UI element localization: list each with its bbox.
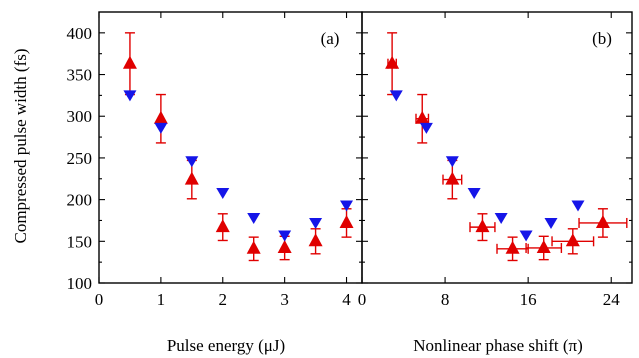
panel-b-measured-point xyxy=(475,219,490,233)
panel-a-simulated-point xyxy=(340,200,354,212)
panel-a-simulated-point xyxy=(278,230,292,242)
panel-b-measured-point xyxy=(445,171,460,185)
panel-a-simulated-point xyxy=(216,187,230,199)
panel-a-y-tick-label: 350 xyxy=(67,66,93,85)
panel-a-y-tick-label: 150 xyxy=(67,232,93,251)
panel-b-measured-point xyxy=(505,240,520,254)
panel-a-x-tick-label: 4 xyxy=(342,290,351,309)
panel-b-measured-point xyxy=(385,55,400,69)
panel-a-simulated-point xyxy=(309,217,323,229)
panel-a-simulated-point xyxy=(123,90,137,102)
panel-b-measured-point xyxy=(415,110,430,124)
panel-b-simulated-point xyxy=(494,212,508,224)
panel-b-x-tick-label: 16 xyxy=(520,290,537,309)
marks-layer xyxy=(122,32,628,262)
panel-b-simulated-point xyxy=(519,230,533,242)
panel-b-x-tick-label: 8 xyxy=(441,290,450,309)
panel-a-y-tick-label: 200 xyxy=(67,191,93,210)
panel-a-y-tick-label: 250 xyxy=(67,149,93,168)
panel-a-frame xyxy=(98,11,363,284)
ticks-layer: 0 1 2 3 4 100 150 200 250 300 350 400 0 8 16 24 xyxy=(67,12,632,309)
panel-a-measured-point xyxy=(308,233,323,247)
panel-a-measured-point xyxy=(246,240,261,254)
panel-a-x-tick-label: 2 xyxy=(219,290,228,309)
panel-b-x-tick-label: 24 xyxy=(603,290,621,309)
panel-a-y-tick-label: 400 xyxy=(67,24,93,43)
panel-b-simulated-point xyxy=(419,122,433,134)
panel-a-measured-point xyxy=(339,214,354,228)
panel-a-y-tick-label: 300 xyxy=(67,107,93,126)
panel-b-label: (b) xyxy=(592,29,612,48)
panel-a-simulated-point xyxy=(247,212,261,224)
panel-a-measured-point xyxy=(153,110,168,124)
panel-a-measured-point xyxy=(277,239,292,253)
panel-b-x-axis-label: Nonlinear phase shift (π) xyxy=(413,336,583,355)
panel-a-y-tick-label: 100 xyxy=(67,274,93,293)
panel-a-measured-point xyxy=(215,219,230,233)
panel-a-simulated-point xyxy=(154,122,168,134)
panel-a-label: (a) xyxy=(321,29,340,48)
panel-b-measured-point xyxy=(565,233,580,247)
panel-b-measured-point xyxy=(595,214,610,228)
panel-a-x-tick-label: 0 xyxy=(95,290,104,309)
panel-a-x-tick-label: 3 xyxy=(280,290,289,309)
panel-b-frame xyxy=(361,11,633,284)
panel-b-simulated-point xyxy=(544,217,558,229)
panel-a-simulated-point xyxy=(185,156,199,168)
panel-b-simulated-point xyxy=(445,156,459,168)
panel-b-x-tick-label: 0 xyxy=(358,290,367,309)
panel-b-simulated-point xyxy=(389,90,403,102)
panel-b-simulated-point xyxy=(571,200,585,212)
panel-a-measured-point xyxy=(122,55,137,69)
panel-a-measured-point xyxy=(184,171,199,185)
panel-b-simulated-point xyxy=(467,187,481,199)
panel-b-measured-point xyxy=(536,239,551,253)
panel-a-x-axis-label: Pulse energy (μJ) xyxy=(167,336,285,355)
panel-a-x-tick-label: 1 xyxy=(157,290,166,309)
y-axis-label: Compressed pulse width (fs) xyxy=(11,48,30,243)
